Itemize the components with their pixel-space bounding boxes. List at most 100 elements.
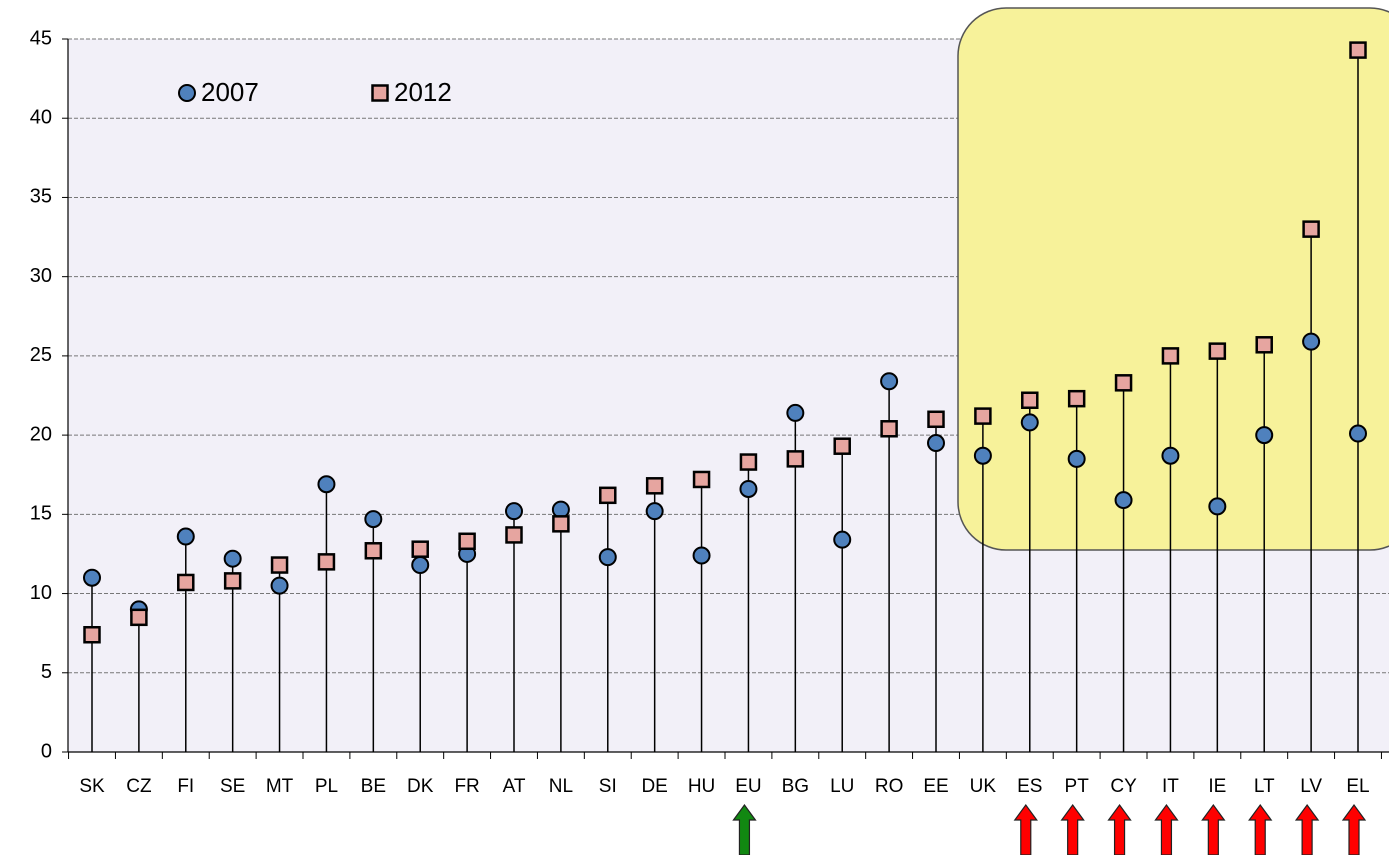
x-tick-label: PT — [1065, 776, 1090, 797]
x-tick-label: RO — [875, 776, 904, 797]
x-tick-label: AT — [503, 776, 526, 797]
x-tick-label: IT — [1162, 776, 1179, 797]
square-2012 — [1021, 391, 1039, 410]
y-tick-label: 25 — [30, 344, 52, 366]
arrow — [1341, 803, 1367, 855]
square-2012 — [692, 470, 711, 489]
square-2012 — [552, 515, 570, 533]
x-tick-label: SI — [599, 776, 617, 797]
arrow — [1013, 803, 1038, 855]
arrow — [1248, 803, 1273, 855]
x-tick-label: EL — [1346, 776, 1369, 797]
legend-marker — [371, 84, 389, 102]
x-tick-label: HU — [688, 776, 715, 797]
y-tick-label: 10 — [30, 582, 52, 604]
y-tick-label: 35 — [30, 186, 52, 208]
x-tick-label: MT — [266, 776, 294, 797]
x-tick-label: IE — [1208, 776, 1226, 797]
square-2012 — [599, 486, 617, 505]
square-2012 — [645, 477, 664, 495]
dot-2007 — [505, 502, 523, 521]
dot-2007 — [1161, 446, 1180, 465]
square-2012 — [83, 626, 101, 644]
square-2012 — [270, 556, 289, 574]
y-tick-label: 20 — [30, 423, 52, 445]
square-2012 — [786, 450, 805, 468]
square-2012 — [130, 608, 148, 627]
dot-2007 — [692, 546, 711, 565]
arrow — [1154, 803, 1179, 855]
x-tick-label: SE — [220, 776, 245, 797]
dot-2007 — [833, 530, 852, 549]
square-2012 — [1114, 374, 1133, 392]
dot-2007 — [1114, 491, 1133, 510]
square-2012 — [317, 553, 336, 571]
square-2012 — [458, 532, 476, 551]
x-tick-label: FI — [177, 776, 194, 797]
dot-2007 — [1208, 497, 1227, 516]
legend-label: 2007 — [201, 77, 259, 107]
x-tick-label: EU — [735, 776, 761, 797]
square-2012 — [411, 540, 429, 558]
x-tick-label: CY — [1110, 776, 1137, 797]
x-tick-label: LV — [1300, 776, 1322, 797]
dot-2007 — [927, 434, 945, 453]
arrow — [732, 803, 757, 855]
square-2012 — [739, 453, 758, 471]
dot-2007 — [973, 446, 992, 465]
y-tick-label: 0 — [41, 740, 52, 762]
arrow — [1201, 803, 1226, 855]
dot-2007 — [317, 475, 336, 494]
y-tick-label: 5 — [41, 661, 52, 683]
y-tick-label: 45 — [30, 27, 52, 49]
x-tick-label: SK — [79, 776, 105, 797]
square-2012 — [1255, 336, 1273, 354]
dot-2007 — [1349, 424, 1367, 443]
x-tick-label: PL — [315, 776, 338, 797]
dot-2007 — [176, 527, 195, 546]
arrow — [1060, 803, 1085, 855]
square-2012 — [927, 410, 945, 429]
x-tick-label: UK — [970, 776, 997, 797]
x-tick-label: BG — [782, 776, 809, 797]
square-2012 — [223, 572, 242, 590]
square-2012 — [880, 420, 898, 438]
y-tick-label: 30 — [30, 265, 52, 287]
highlight-box — [957, 7, 1389, 551]
square-2012 — [1067, 389, 1086, 408]
dot-2007 — [1302, 332, 1321, 351]
square-2012 — [1161, 347, 1180, 365]
x-tick-label: BE — [361, 776, 386, 797]
square-2012 — [833, 437, 851, 455]
legend-label: 2012 — [394, 77, 452, 107]
dot-2007 — [1255, 426, 1274, 445]
square-2012 — [1208, 342, 1227, 360]
x-tick-label: LU — [830, 776, 854, 797]
x-tick-label: DE — [641, 776, 667, 797]
dot-2007 — [598, 548, 617, 567]
x-tick-label: EE — [923, 776, 948, 797]
dot-2007 — [411, 556, 430, 575]
dot-2007 — [1067, 449, 1086, 468]
dot-2007 — [880, 372, 899, 391]
arrow — [1294, 803, 1320, 855]
x-tick-label: CZ — [126, 776, 152, 797]
x-tick-label: FR — [454, 776, 479, 797]
square-2012 — [364, 542, 383, 560]
dot-2007 — [83, 568, 101, 587]
dot-2007 — [786, 403, 805, 422]
dot-2007 — [645, 502, 664, 521]
x-tick-label: ES — [1017, 776, 1042, 797]
x-tick-label: LT — [1254, 776, 1275, 797]
y-tick-label: 40 — [30, 107, 52, 129]
square-2012 — [505, 526, 523, 544]
y-tick-label: 15 — [30, 503, 52, 525]
square-2012 — [974, 407, 992, 425]
dot-2007 — [223, 549, 242, 568]
dot-2007 — [364, 510, 383, 529]
square-2012 — [1302, 220, 1320, 238]
legend-marker — [178, 84, 196, 102]
arrow — [1107, 803, 1132, 855]
dot-2007 — [739, 479, 758, 498]
